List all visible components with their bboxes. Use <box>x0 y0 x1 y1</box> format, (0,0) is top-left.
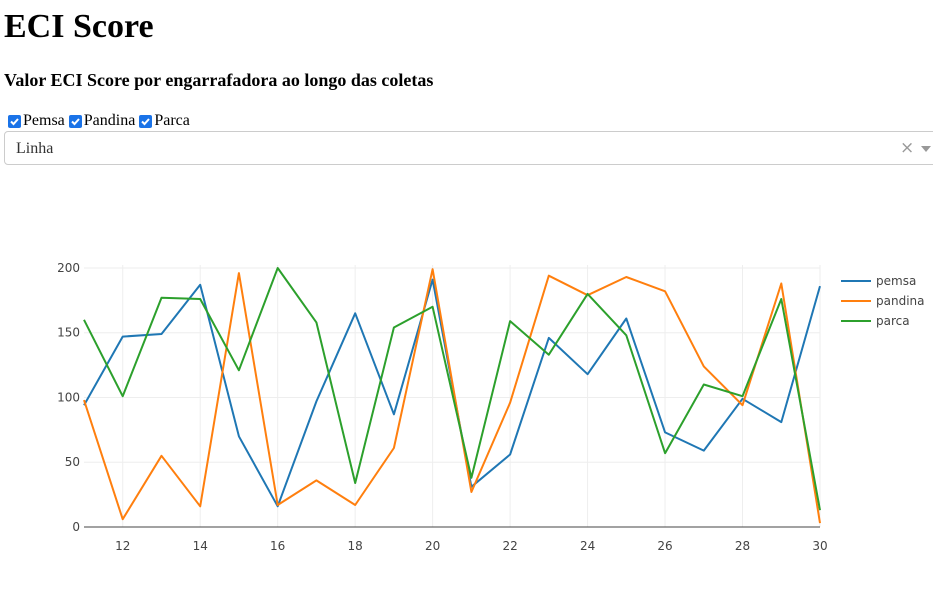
line-chart: 0 50 100 150 200 12 14 16 18 20 22 24 26 28 30 pemsa pan… <box>57 261 925 553</box>
legend-label: pandina <box>876 294 925 308</box>
checkbox-checked-icon[interactable] <box>139 114 153 128</box>
x-tick-label: 24 <box>580 539 595 553</box>
x-tick-label: 12 <box>115 539 130 553</box>
checkbox-checked-icon[interactable] <box>68 114 82 128</box>
checkbox-label: Pemsa <box>23 112 65 129</box>
x-tick-label: 20 <box>425 539 440 553</box>
legend-label: parca <box>876 314 910 328</box>
x-tick-label: 18 <box>348 539 363 553</box>
series-filter: Pemsa Pandina Parca <box>8 112 194 130</box>
x-tick-label: 30 <box>812 539 827 553</box>
checkbox-checked-icon[interactable] <box>8 114 21 128</box>
x-tick-label: 16 <box>270 539 285 553</box>
clear-icon[interactable]: × <box>900 138 915 158</box>
x-tick-label: 14 <box>193 539 208 553</box>
dropdown-selected-value: Linha <box>16 140 54 157</box>
chevron-down-icon[interactable] <box>921 146 931 152</box>
checkbox-parca[interactable]: Parca <box>139 112 190 130</box>
y-tick-label: 50 <box>65 455 80 469</box>
x-tick-label: 22 <box>502 539 517 553</box>
y-tick-label: 0 <box>72 520 80 534</box>
y-tick-label: 100 <box>57 390 80 404</box>
page-subtitle: Valor ECI Score por engarrafadora ao lon… <box>4 70 434 90</box>
y-tick-label: 150 <box>57 326 80 340</box>
series-line-pandina <box>83 268 821 524</box>
x-tick-label: 26 <box>657 539 672 553</box>
series-line-parca <box>83 267 821 511</box>
x-tick-label: 28 <box>735 539 750 553</box>
legend-label: pemsa <box>876 274 916 288</box>
chart-type-dropdown[interactable]: Linha × <box>4 131 933 165</box>
page-title: ECI Score <box>4 8 154 45</box>
checkbox-pemsa[interactable]: Pemsa <box>8 112 65 130</box>
y-tick-label: 200 <box>57 261 80 275</box>
checkbox-label: Pandina <box>83 112 136 129</box>
checkbox-pandina[interactable]: Pandina <box>68 112 136 130</box>
checkbox-label: Parca <box>154 112 190 129</box>
